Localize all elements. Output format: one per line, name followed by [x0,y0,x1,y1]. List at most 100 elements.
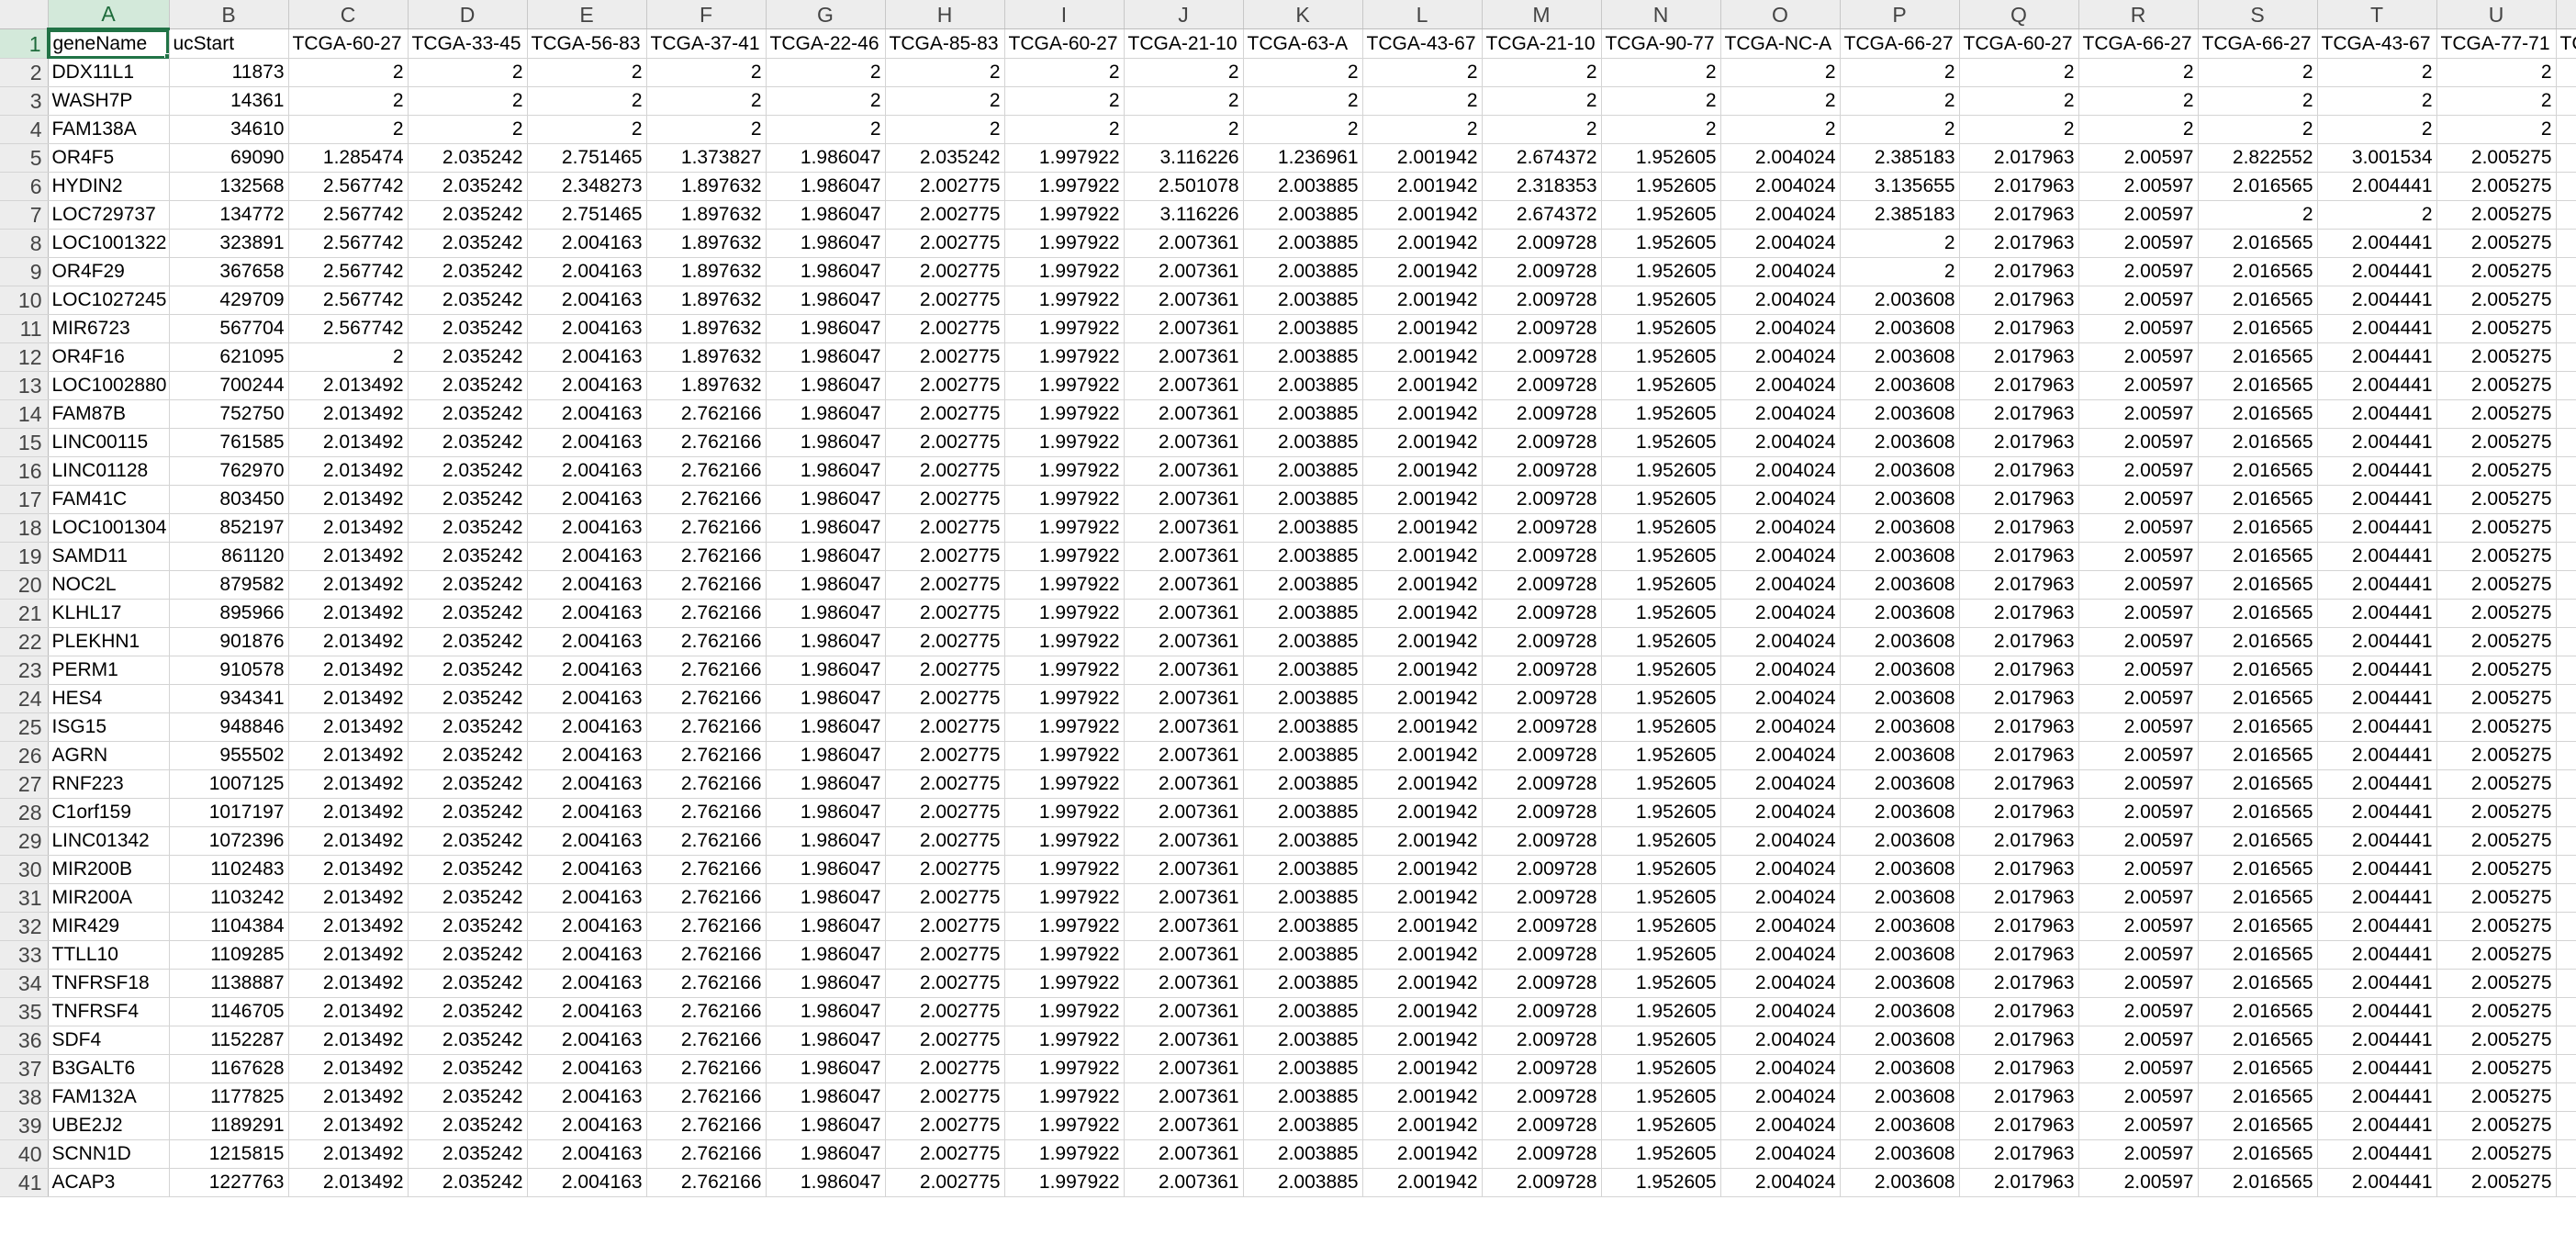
data-cell[interactable]: 2.004163 [527,456,647,486]
data-cell[interactable]: 2.004163 [527,1139,647,1169]
data-cell[interactable]: 762970 [169,456,289,486]
data-cell[interactable]: 1.997922 [1004,1054,1125,1083]
data-cell[interactable]: 2 [2078,58,2199,87]
data-cell[interactable]: 1.897632 [646,229,767,258]
data-cell[interactable]: 2.001942 [1362,456,1483,486]
data-cell[interactable]: 2.003885 [1243,1111,1363,1140]
data-cell[interactable]: 2.00597 [2078,769,2199,799]
data-cell[interactable] [2556,542,2576,571]
data-cell[interactable]: 2.009728 [1482,371,1602,400]
data-cell[interactable]: 2.004024 [1720,1168,1841,1197]
data-cell[interactable]: 2.007361 [1124,428,1244,457]
data-cell[interactable]: 2.007361 [1124,513,1244,543]
data-cell[interactable]: 2.567742 [288,200,409,230]
data-cell[interactable]: 2.003608 [1840,769,1960,799]
data-cell[interactable]: 2 [2317,115,2437,144]
data-cell[interactable]: 2.002775 [885,542,1005,571]
data-cell[interactable]: 2.013492 [288,1082,409,1112]
data-cell[interactable]: 2.001942 [1362,570,1483,600]
data-cell[interactable]: 2.005275 [2436,1082,2557,1112]
data-cell[interactable]: 1.997922 [1004,229,1125,258]
data-cell[interactable]: 2.005275 [2436,684,2557,713]
header-cell[interactable]: TCGA-66-27 [1840,28,1960,59]
data-cell[interactable]: 2.004441 [2317,513,2437,543]
data-cell[interactable]: 2.016565 [2198,826,2318,856]
row-header[interactable]: 21 [0,599,49,628]
data-cell[interactable]: 2.002775 [885,997,1005,1026]
data-cell[interactable]: 2 [2198,115,2318,144]
data-cell[interactable]: 2.003885 [1243,342,1363,372]
data-cell[interactable]: 2.001942 [1362,286,1483,315]
data-cell[interactable]: 1.986047 [766,456,886,486]
data-cell[interactable]: 2.009728 [1482,769,1602,799]
gene-name-cell[interactable]: UBE2J2 [48,1111,170,1140]
row-header[interactable]: 8 [0,229,49,258]
data-cell[interactable]: 1.997922 [1004,883,1125,913]
data-cell[interactable]: 2.009728 [1482,627,1602,656]
data-cell[interactable]: 2.004163 [527,741,647,770]
data-cell[interactable]: 2.762166 [646,684,767,713]
data-cell[interactable]: 2.005275 [2436,570,2557,600]
data-cell[interactable]: 2.005275 [2436,1111,2557,1140]
data-cell[interactable]: 2.002775 [885,229,1005,258]
data-cell[interactable]: 2.003608 [1840,1111,1960,1140]
data-cell[interactable]: 2.003885 [1243,855,1363,884]
data-cell[interactable]: 2.762166 [646,1026,767,1055]
data-cell[interactable]: 895966 [169,599,289,628]
gene-name-cell[interactable]: B3GALT6 [48,1054,170,1083]
row-header[interactable]: 14 [0,399,49,429]
data-cell[interactable]: 1.986047 [766,172,886,201]
column-header-r[interactable]: R [2078,0,2199,29]
data-cell[interactable]: 2.009728 [1482,570,1602,600]
data-cell[interactable]: 2.035242 [408,656,528,685]
data-cell[interactable]: 1017197 [169,798,289,827]
data-cell[interactable]: 2.001942 [1362,883,1483,913]
data-cell[interactable]: 2.00597 [2078,912,2199,941]
data-cell[interactable]: 803450 [169,485,289,514]
data-cell[interactable]: 1.952605 [1601,542,1721,571]
data-cell[interactable]: 2.009728 [1482,485,1602,514]
data-cell[interactable]: 2.007361 [1124,257,1244,286]
data-cell[interactable]: 2.017963 [1959,684,2079,713]
data-cell[interactable]: 2.00597 [2078,200,2199,230]
data-cell[interactable]: 2.009728 [1482,997,1602,1026]
data-cell[interactable]: 2.013492 [288,428,409,457]
data-cell[interactable]: 2.003885 [1243,1054,1363,1083]
data-cell[interactable]: 1.986047 [766,769,886,799]
gene-name-cell[interactable]: OR4F16 [48,342,170,372]
data-cell[interactable]: 2.017963 [1959,399,2079,429]
data-cell[interactable]: 1.897632 [646,371,767,400]
data-cell[interactable]: 1.997922 [1004,513,1125,543]
data-cell[interactable]: 2.003885 [1243,286,1363,315]
data-cell[interactable]: 2 [766,58,886,87]
data-cell[interactable]: 2.004441 [2317,599,2437,628]
data-cell[interactable]: 2.016565 [2198,741,2318,770]
data-cell[interactable]: 1.952605 [1601,399,1721,429]
data-cell[interactable] [2556,826,2576,856]
data-cell[interactable]: 2.005275 [2436,542,2557,571]
data-cell[interactable]: 2.004441 [2317,286,2437,315]
data-cell[interactable]: 2 [288,115,409,144]
data-cell[interactable]: 2.00597 [2078,1082,2199,1112]
data-cell[interactable]: 2.016565 [2198,798,2318,827]
data-cell[interactable]: 1.986047 [766,627,886,656]
row-header[interactable]: 41 [0,1168,49,1197]
data-cell[interactable]: 2 [2317,58,2437,87]
data-cell[interactable]: 1.997922 [1004,969,1125,998]
data-cell[interactable]: 2.013492 [288,1111,409,1140]
data-cell[interactable]: 2.016565 [2198,314,2318,343]
data-cell[interactable] [2556,143,2576,173]
data-cell[interactable]: 1.952605 [1601,342,1721,372]
data-cell[interactable]: 1.952605 [1601,570,1721,600]
data-cell[interactable]: 2.003885 [1243,1026,1363,1055]
header-cell[interactable]: TCGA-85-83 [885,28,1005,59]
data-cell[interactable]: 2 [2198,200,2318,230]
data-cell[interactable]: 2.003885 [1243,627,1363,656]
data-cell[interactable]: 2.002775 [885,798,1005,827]
data-cell[interactable]: 2.00597 [2078,969,2199,998]
data-cell[interactable]: 1.997922 [1004,912,1125,941]
data-cell[interactable]: 2.035242 [408,1168,528,1197]
data-cell[interactable]: 2.005275 [2436,257,2557,286]
data-cell[interactable]: 2.00597 [2078,570,2199,600]
data-cell[interactable]: 2.004024 [1720,1139,1841,1169]
